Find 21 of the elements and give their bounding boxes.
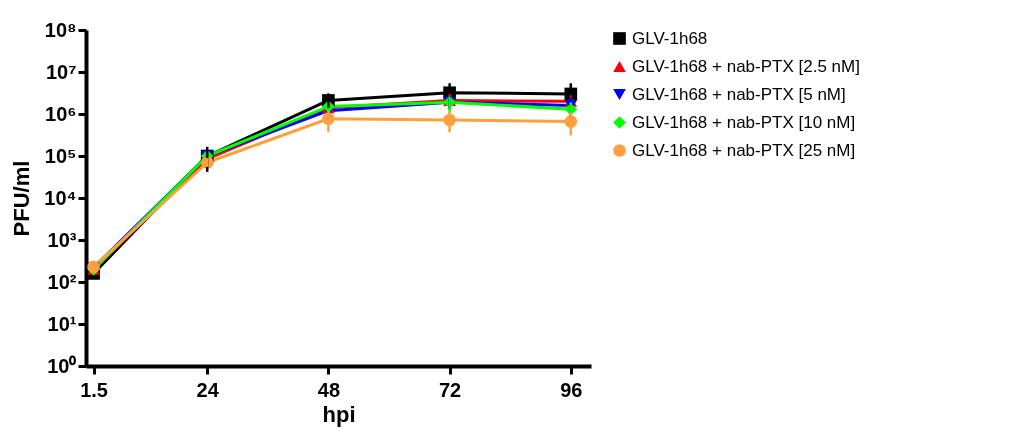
- y-tick-label: 10⁶: [45, 102, 77, 125]
- legend-label: GLV-1h68: [632, 28, 708, 48]
- y-tick-label: 10⁴: [44, 186, 77, 209]
- x-tick-label: 48: [317, 378, 341, 401]
- x-axis-title: hpi: [322, 401, 356, 427]
- legend-label: GLV-1h68 + nab-PTX [5 nM]: [632, 84, 846, 104]
- y-tick-label: 10¹: [47, 312, 77, 335]
- y-tick-label: 10²: [47, 270, 77, 293]
- x-tick-label: 1.5: [80, 378, 108, 401]
- x-tick-label: 72: [438, 378, 462, 401]
- y-tick-label: 10⁸: [44, 18, 77, 41]
- legend-label: GLV-1h68 + nab-PTX [25 nM]: [632, 140, 856, 160]
- y-tick-label: 10⁷: [46, 60, 77, 83]
- x-tick-label: 24: [196, 378, 220, 401]
- y-axis-title: PFU/ml: [9, 160, 35, 237]
- legend-label: GLV-1h68 + nab-PTX [2.5 nM]: [632, 56, 860, 76]
- y-tick-label: 10⁰: [47, 354, 77, 377]
- y-tick-label: 10⁵: [44, 144, 77, 167]
- legend-label: GLV-1h68 + nab-PTX [10 nM]: [632, 112, 856, 132]
- x-tick-label: 96: [560, 378, 583, 401]
- y-tick-label: 10³: [47, 228, 77, 251]
